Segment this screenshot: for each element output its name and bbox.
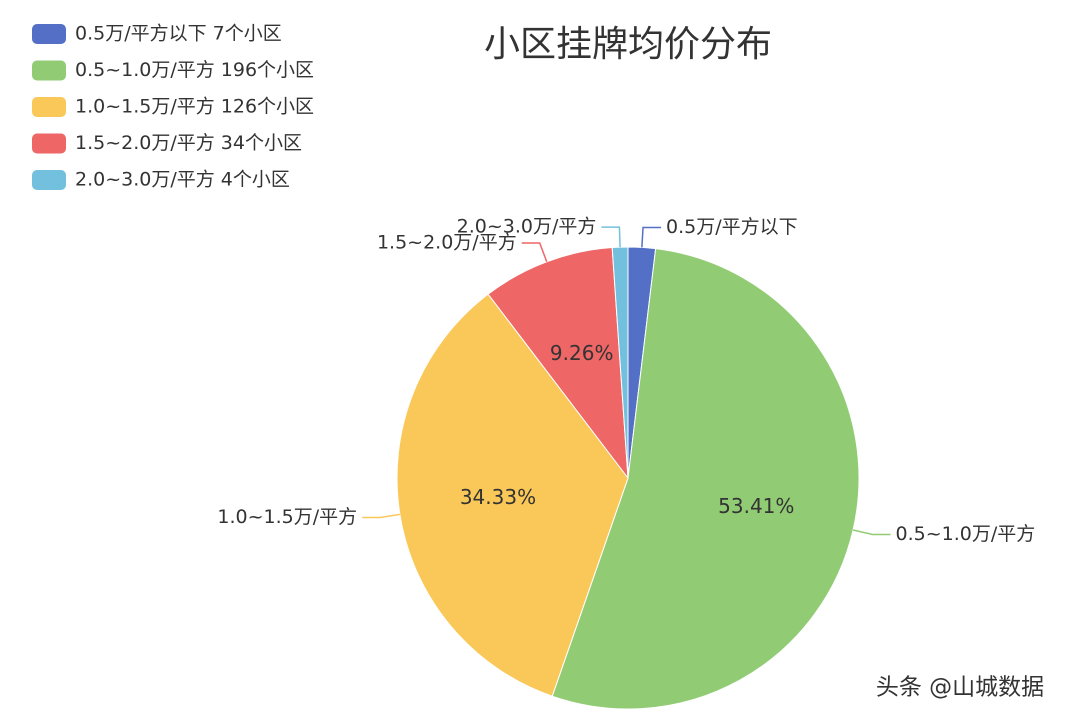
value-label: 9.26% [550,341,614,365]
value-label: 34.33% [460,485,536,509]
value-label: 53.41% [718,494,794,518]
legend-label: 2.0~3.0万/平方 4个小区 [75,169,290,191]
leader-line [362,513,400,519]
leader-line [852,529,891,536]
legend-label: 0.5~1.0万/平方 196个小区 [75,59,314,81]
legend-swatch [32,170,66,190]
legend-swatch [32,97,66,117]
slice-label: 0.5万/平方以下 [666,216,798,238]
pie-slice [396,293,629,697]
legend-swatch [32,24,66,44]
legend-swatch [32,133,66,154]
leader-line [601,226,621,248]
watermark: 头条 @山城数据 [876,675,1044,701]
slice-label: 1.5~2.0万/平方 [377,232,517,254]
slice-label: 1.0~1.5万/平方 [217,506,357,528]
chart-title: 小区挂牌均价分布 [484,24,772,65]
leader-line [521,242,548,263]
pie-slice [487,247,629,480]
pie-slice [611,246,629,479]
legend-label: 1.5~2.0万/平方 34个小区 [75,132,302,154]
legend-label: 0.5万/平方以下 7个小区 [75,23,282,45]
legend-label: 1.0~1.5万/平方 126个小区 [75,96,314,118]
slice-label: 0.5~1.0万/平方 [896,523,1036,545]
legend-swatch [32,60,66,81]
leader-line [641,226,662,248]
slice-label: 2.0~3.0万/平方 [457,216,597,238]
